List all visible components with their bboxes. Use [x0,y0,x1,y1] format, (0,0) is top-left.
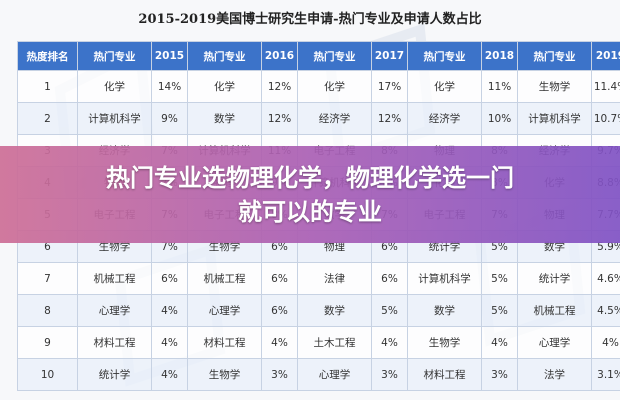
headline-text: 热门专业选物理化学，物理化学选一门 就可以的专业 [0,161,620,229]
cell-pct-2015: 14% [151,70,188,103]
cell-pct-2015: 6% [151,262,188,295]
cell-pct-2019: 4.6% [591,262,620,295]
cell-pct-2016: 12% [261,70,298,103]
cell-pct-2016: 6% [261,294,298,327]
cell-pct-2017: 3% [371,358,408,391]
cell-major-2015: 统计学 [77,358,152,391]
cell-major-2017: 心理学 [297,358,372,391]
cell-rank: 8 [17,294,78,327]
header-2018: 2018 [481,41,518,71]
cell-major-2018: 数学 [407,294,482,327]
cell-pct-2019: 10.7% [591,102,620,135]
cell-rank: 9 [17,326,78,359]
cell-major-2016: 心理学 [187,294,262,327]
cell-rank: 10 [17,358,78,391]
cell-pct-2015: 4% [151,358,188,391]
header-2017: 2017 [371,41,408,71]
cell-rank: 2 [17,102,78,135]
cell-major-2019: 法学 [517,358,592,391]
cell-major-2017: 经济学 [297,102,372,135]
cell-pct-2015: 4% [151,326,188,359]
cell-major-2015: 计算机科学 [77,102,152,135]
header-2015: 2015 [151,41,188,71]
cell-major-2018: 材料工程 [407,358,482,391]
header-major-2016: 热门专业 [187,41,262,71]
cell-pct-2016: 6% [261,262,298,295]
cell-major-2015: 化学 [77,70,152,103]
cell-rank: 7 [17,262,78,295]
cell-pct-2017: 12% [371,102,408,135]
headline-line-1: 热门专业选物理化学，物理化学选一门 [106,164,514,192]
header-major-2017: 热门专业 [297,41,372,71]
headline-line-2: 就可以的专业 [238,198,382,226]
cell-pct-2017: 17% [371,70,408,103]
header-major-2019: 热门专业 [517,41,592,71]
cell-pct-2018: 3% [481,358,518,391]
cell-major-2019: 统计学 [517,262,592,295]
cell-major-2016: 机械工程 [187,262,262,295]
cell-pct-2019: 11.4% [591,70,620,103]
cell-pct-2018: 4% [481,326,518,359]
cell-pct-2017: 4% [371,326,408,359]
cell-major-2018: 生物学 [407,326,482,359]
cell-pct-2016: 4% [261,326,298,359]
cell-pct-2018: 11% [481,70,518,103]
cell-major-2018: 经济学 [407,102,482,135]
table-header-row: 热度排名 热门专业 2015 热门专业 2016 热门专业 2017 热门专业 … [17,41,620,71]
cell-pct-2017: 6% [371,262,408,295]
cell-major-2015: 机械工程 [77,262,152,295]
cell-pct-2015: 4% [151,294,188,327]
cell-major-2018: 化学 [407,70,482,103]
cell-major-2016: 生物学 [187,358,262,391]
cell-major-2017: 法律 [297,262,372,295]
cell-major-2016: 材料工程 [187,326,262,359]
cell-pct-2017: 5% [371,294,408,327]
header-major-2015: 热门专业 [77,41,152,71]
cell-major-2018: 计算机科学 [407,262,482,295]
table-row: 9 材料工程 4% 材料工程 4% 土木工程 4% 生物学 4% 心理学 4% [17,326,620,359]
cell-major-2017: 土木工程 [297,326,372,359]
cell-major-2017: 数学 [297,294,372,327]
cell-pct-2015: 9% [151,102,188,135]
cell-pct-2018: 5% [481,294,518,327]
header-rank: 热度排名 [17,41,78,71]
header-major-2018: 热门专业 [407,41,482,71]
cell-major-2019: 计算机科学 [517,102,592,135]
headline-banner: 热门专业选物理化学，物理化学选一门 就可以的专业 [0,146,620,243]
cell-pct-2018: 5% [481,262,518,295]
cell-major-2016: 化学 [187,70,262,103]
cell-major-2015: 材料工程 [77,326,152,359]
cell-major-2015: 心理学 [77,294,152,327]
cell-pct-2019: 3.1% [591,358,620,391]
header-2019: 2019 [591,41,620,71]
cell-pct-2016: 3% [261,358,298,391]
cell-pct-2016: 12% [261,102,298,135]
cell-major-2019: 生物学 [517,70,592,103]
cell-pct-2018: 10% [481,102,518,135]
cell-pct-2019: 4.5% [591,294,620,327]
header-2016: 2016 [261,41,298,71]
cell-pct-2019: 4% [591,326,620,359]
table-title: 2015-2019美国博士研究生申请-热门专业及申请人数占比 [138,12,482,27]
cell-major-2016: 数学 [187,102,262,135]
cell-rank: 1 [17,70,78,103]
cell-major-2017: 化学 [297,70,372,103]
cell-major-2019: 心理学 [517,326,592,359]
cell-major-2019: 机械工程 [517,294,592,327]
